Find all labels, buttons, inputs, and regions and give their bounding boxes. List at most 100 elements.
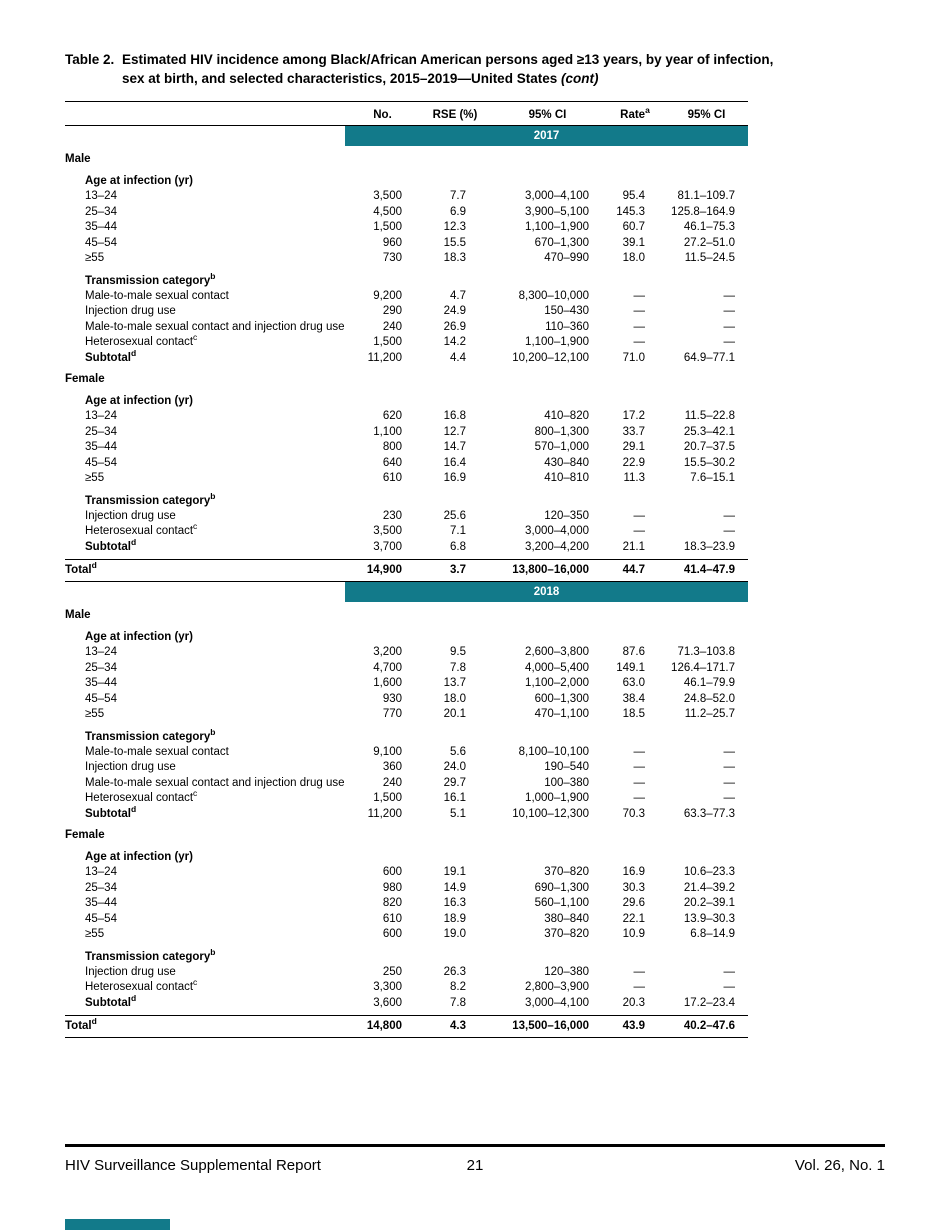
value-cell: 410–820 [544,410,589,422]
value-cell: 11.5–24.5 [684,252,735,264]
value-cell: 16.4 [443,456,466,469]
sex-row: Male [65,146,748,167]
row-label-text: Male-to-male sexual contact [85,745,229,758]
table-caption: Table 2. Estimated HIV incidence among B… [65,50,890,88]
value-cell: 1,100 [373,425,402,438]
table-row: 25–34 980 14.9 690–1,300 30.3 21.4–39.2 [65,881,748,897]
value-cell: 16.1 [443,792,466,804]
value-cell: 9,200 [373,289,402,302]
row-label-text: Heterosexual contact [85,336,194,348]
table-row: 35–44 820 16.3 560–1,100 29.6 20.2–39.1 [65,896,748,912]
value-cell: — [633,305,646,317]
value-cell: 24.0 [443,761,466,773]
value-cell: 18.5 [622,708,645,720]
row-label: 35–44 [65,220,345,236]
value-cell: 7.8 [450,661,466,674]
value-cell: 290 [382,305,402,317]
value-cell: 7.7 [450,190,466,202]
table-row: Injection drug use 360 24.0 190–540 — — [65,760,748,776]
value-cell: 370–820 [544,928,589,940]
value-cell: 87.6 [622,646,645,658]
value-cell: — [723,745,736,758]
year-banner-row: 2017 [65,126,748,146]
value-cell: 18.0 [622,252,645,264]
footnote-marker: c [193,977,198,988]
footnote-marker: d [91,560,97,571]
value-cell: 44.7 [622,564,645,576]
row-label-text: Subtotal [85,807,131,820]
table-row: 35–44 800 14.7 570–1,000 29.1 20.7–37.5 [65,440,748,456]
value-cell: 16.3 [443,897,466,909]
row-label-text: Male-to-male sexual contact and injectio… [85,320,345,333]
value-cell: 4,000–5,400 [525,661,589,674]
value-cell: 960 [382,236,402,249]
row-label: 35–44 [65,676,345,692]
value-cell: 21.1 [622,540,645,553]
value-cell: 46.1–79.9 [683,677,735,689]
row-label: Subtotald [65,348,345,367]
row-label-text: 25–34 [85,661,117,674]
row-label: 45–54 [65,912,345,928]
value-cell: 10.6–23.3 [683,866,735,878]
value-cell: — [723,289,736,302]
value-cell: — [633,525,646,537]
table-row: Subtotald 11,200 4.4 10,200–12,100 71.0 64.9–… [65,348,748,367]
value-cell: 14.9 [443,881,466,894]
block-header-label: Age at infection (yr) [65,394,345,409]
value-cell: 360 [382,761,402,773]
value-cell: 14,800 [366,1020,402,1032]
table-row: 13–24 620 16.8 410–820 17.2 11.5–22.8 [65,409,748,425]
block-header-row: Transmission categoryb [65,271,748,289]
value-cell: 14.7 [443,441,466,453]
value-cell: 240 [382,776,402,789]
row-label-text: 13–24 [85,190,117,202]
value-cell: — [723,761,736,773]
value-cell: 4.7 [450,289,466,302]
year-banner: 2018 [345,582,748,602]
value-cell: 20.2–39.1 [683,897,735,909]
value-cell: 250 [382,965,402,978]
row-label-text: ≥55 [85,472,105,484]
row-label-text: Injection drug use [85,761,176,773]
value-cell: 14.2 [443,336,466,348]
value-cell: 10,100–12,300 [512,807,589,820]
value-cell: 150–430 [544,305,589,317]
row-label: Male-to-male sexual contact [65,289,345,305]
table-body: 2017 Male Age at infection (yr) 13–24 3,500 7… [65,126,748,1038]
table-row: Injection drug use 230 25.6 120–350 — — [65,509,748,525]
value-cell: 20.7–37.5 [683,441,735,453]
value-cell: 11,200 [367,807,402,820]
row-label: ≥55 [65,251,345,267]
value-cell: 7.8 [450,996,466,1009]
footnote-marker: d [131,803,137,814]
row-label-text: Male-to-male sexual contact and injectio… [85,776,345,789]
table-row: Heterosexual contactc 3,300 8.2 2,800–3,900… [65,977,748,996]
row-label: 25–34 [65,881,345,897]
value-cell: 13.7 [443,677,466,689]
value-cell: 8,100–10,100 [518,745,589,758]
value-cell: 800–1,300 [534,425,589,438]
row-label-text: Subtotal [85,540,131,553]
table-row: 25–34 4,700 7.8 4,000–5,400 149.1 126.4–171.7 [65,661,748,677]
row-label-text: Male-to-male sexual contact [85,289,229,302]
value-cell: 71.0 [622,351,645,364]
table-row: Male-to-male sexual contact and injectio… [65,320,748,336]
value-cell: 3,600 [373,996,402,1009]
table-row: 25–34 1,100 12.7 800–1,300 33.7 25.3–42.1 [65,425,748,441]
value-cell: — [633,745,646,758]
value-cell: 7.6–15.1 [690,472,735,484]
value-cell: 18.9 [443,912,466,925]
sex-row: Female [65,366,748,387]
footnote-marker: b [210,946,216,957]
row-label-text: 35–44 [85,221,117,233]
row-label: Male-to-male sexual contact and injectio… [65,776,345,792]
total-row: Totald 14,800 4.3 13,500–16,000 43.9 40.2–47.… [65,1015,748,1038]
value-cell: 1,600 [373,677,402,689]
value-cell: — [723,981,736,993]
table-number: Table 2. [65,52,115,67]
row-label: 25–34 [65,425,345,441]
value-cell: 81.1–109.7 [677,190,735,202]
block-header-row: Age at infection (yr) [65,394,748,409]
value-cell: 3,900–5,100 [525,205,589,218]
block-header-label: Transmission categoryb [65,271,345,289]
